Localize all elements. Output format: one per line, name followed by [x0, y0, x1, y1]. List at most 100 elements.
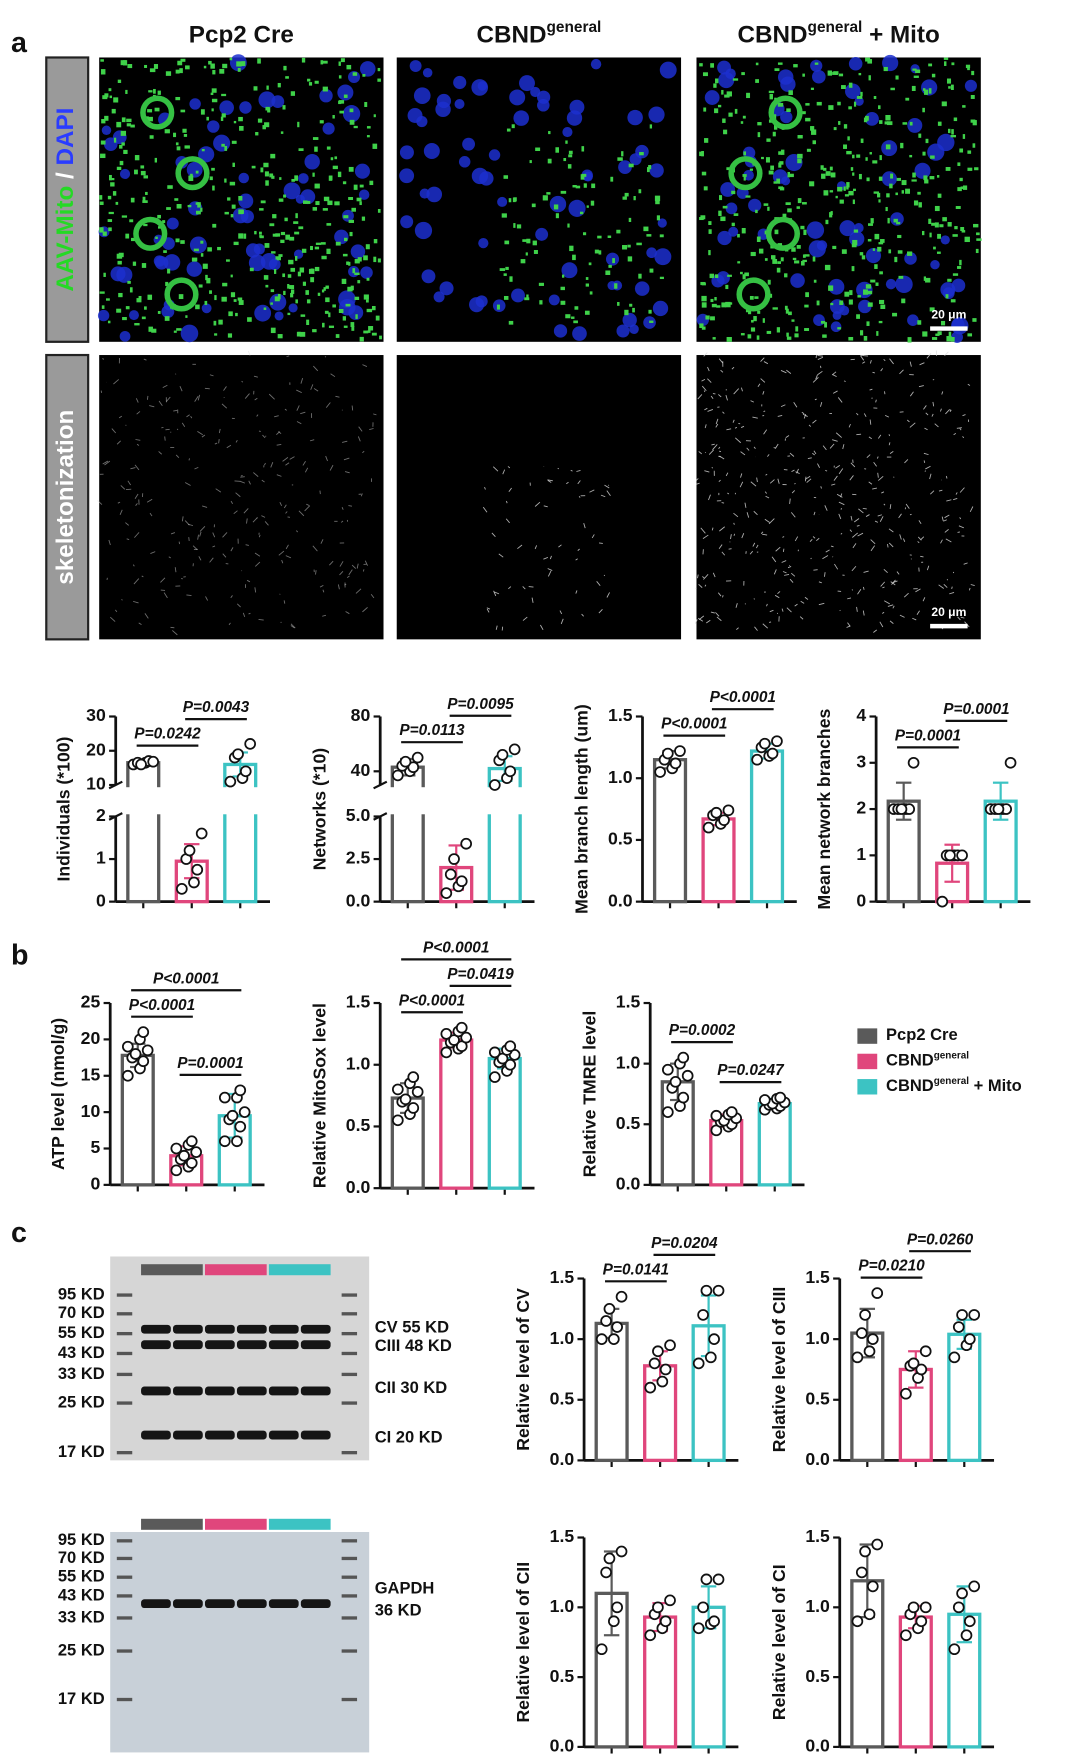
mito-signal: [965, 64, 971, 69]
skeleton-segment: [343, 457, 350, 461]
p-value-label: P=0.0247: [717, 1062, 785, 1079]
mito-signal: [843, 124, 848, 129]
skeleton-segment: [694, 619, 698, 624]
skeleton-segment: [226, 444, 232, 449]
skeleton-segment: [733, 388, 740, 395]
mito-signal: [253, 86, 258, 91]
data-point: [147, 755, 160, 768]
skeleton-segment: [882, 611, 885, 614]
protein-band: [141, 1599, 171, 1609]
mito-signal: [145, 191, 148, 195]
group-bar: [141, 1264, 203, 1276]
mito-signal: [727, 92, 731, 97]
mito-signal: [180, 109, 186, 113]
nucleus: [426, 186, 443, 203]
skeleton-segment: [899, 614, 905, 618]
data-point: [603, 1303, 616, 1315]
mito-signal: [175, 142, 179, 146]
skeleton-segment: [698, 583, 703, 588]
skeleton-segment: [959, 487, 965, 493]
mito-signal: [314, 146, 318, 152]
nucleus: [269, 293, 287, 311]
mito-signal: [176, 203, 182, 209]
mito-signal: [802, 254, 806, 258]
skeleton-segment: [357, 436, 361, 442]
mito-signal: [715, 78, 719, 84]
mito-signal: [742, 274, 746, 280]
mito-signal: [598, 250, 602, 255]
skeleton-segment: [762, 391, 765, 395]
protein-band: [300, 1324, 331, 1334]
y-tick-label: 0: [90, 1174, 100, 1194]
skeleton-segment: [853, 518, 860, 523]
skeleton-segment: [174, 567, 177, 573]
mito-signal: [638, 189, 642, 194]
skeleton-segment: [135, 503, 138, 506]
mito-signal: [191, 257, 198, 262]
skeleton-segment: [892, 605, 895, 609]
skeleton-segment: [522, 586, 526, 590]
mito-signal: [928, 88, 932, 94]
skeleton-segment: [834, 563, 839, 570]
mito-signal: [365, 299, 369, 303]
mito-signal: [236, 61, 242, 67]
mito-signal: [713, 83, 717, 88]
skeleton-segment: [150, 551, 156, 554]
mito-signal: [179, 68, 183, 74]
skeleton-segment: [261, 515, 266, 518]
data-point: [607, 1615, 620, 1628]
skeleton-segment: [198, 556, 202, 561]
mito-signal: [747, 334, 752, 339]
nucleus: [342, 105, 361, 123]
mito-signal: [353, 125, 358, 129]
protein-band: [236, 1386, 267, 1396]
mito-signal: [526, 294, 529, 300]
nucleus: [298, 173, 309, 184]
mito-signal: [624, 192, 629, 197]
mito-signal: [175, 96, 181, 101]
skeleton-segment: [373, 413, 377, 416]
mito-signal: [897, 250, 903, 254]
skeleton-segment: [944, 529, 949, 533]
mito-signal: [788, 90, 793, 96]
mito-signal: [129, 287, 133, 293]
mito-signal: [639, 152, 644, 156]
mito-signal: [350, 322, 355, 328]
mito-signal: [505, 266, 509, 270]
skeleton-segment: [577, 480, 581, 485]
data-point: [907, 1357, 920, 1370]
mito-signal: [833, 127, 837, 131]
skeleton-segment: [870, 545, 876, 552]
mito-signal: [901, 298, 906, 304]
skeleton-segment: [812, 536, 816, 539]
mito-signal: [501, 213, 507, 218]
mito-signal: [962, 105, 966, 108]
mito-signal: [195, 202, 199, 205]
skeleton-segment: [832, 374, 837, 377]
skeleton-segment: [344, 583, 347, 586]
skeleton-segment: [766, 603, 768, 607]
mito-signal: [726, 167, 731, 171]
mito-signal: [282, 105, 286, 110]
mito-signal: [765, 157, 770, 163]
mito-signal: [838, 73, 844, 77]
skeleton-segment: [889, 504, 892, 510]
mito-signal: [858, 72, 862, 76]
skeleton-segment: [925, 412, 929, 416]
nucleus: [488, 149, 501, 161]
mito-signal: [237, 297, 243, 301]
mito-signal: [959, 259, 962, 266]
skeleton-segment: [703, 352, 708, 357]
skeleton-segment: [138, 622, 142, 626]
skeleton-segment: [962, 414, 966, 417]
mito-signal: [770, 255, 776, 260]
data-point: [460, 1031, 473, 1044]
mito-signal: [616, 229, 621, 234]
skeleton-segment: [879, 621, 884, 628]
skeleton-segment: [278, 431, 282, 435]
nucleus: [907, 117, 923, 133]
mito-signal: [270, 153, 276, 159]
skeleton-segment: [721, 551, 726, 556]
mito-signal: [377, 258, 381, 263]
mito-signal: [224, 178, 227, 183]
